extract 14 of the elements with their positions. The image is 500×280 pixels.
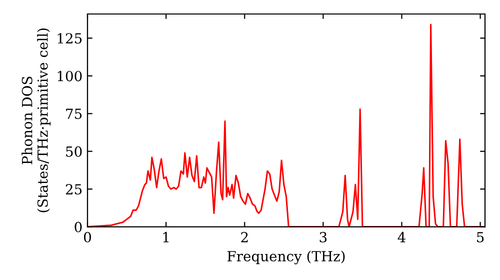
- x-tick-label: 0: [84, 232, 91, 242]
- y-tick-label: 25: [66, 184, 82, 195]
- y-tick-label: 125: [58, 33, 82, 44]
- y-axis-title: Phonon DOS (States/THz·primitive cell): [22, 28, 51, 212]
- y-tick-label: 100: [58, 70, 82, 82]
- y-tick-label: 50: [66, 146, 82, 157]
- y-tick-label: 75: [66, 108, 82, 120]
- y-tick-label: 0: [74, 222, 82, 232]
- x-tick-label: 1: [163, 232, 169, 242]
- x-tick-label: 3: [320, 232, 327, 242]
- x-tick-label: 5: [477, 232, 484, 242]
- x-axis-title: Frequency (THz): [227, 250, 345, 264]
- x-tick-label: 4: [398, 232, 406, 242]
- x-tick-label: 2: [241, 232, 248, 242]
